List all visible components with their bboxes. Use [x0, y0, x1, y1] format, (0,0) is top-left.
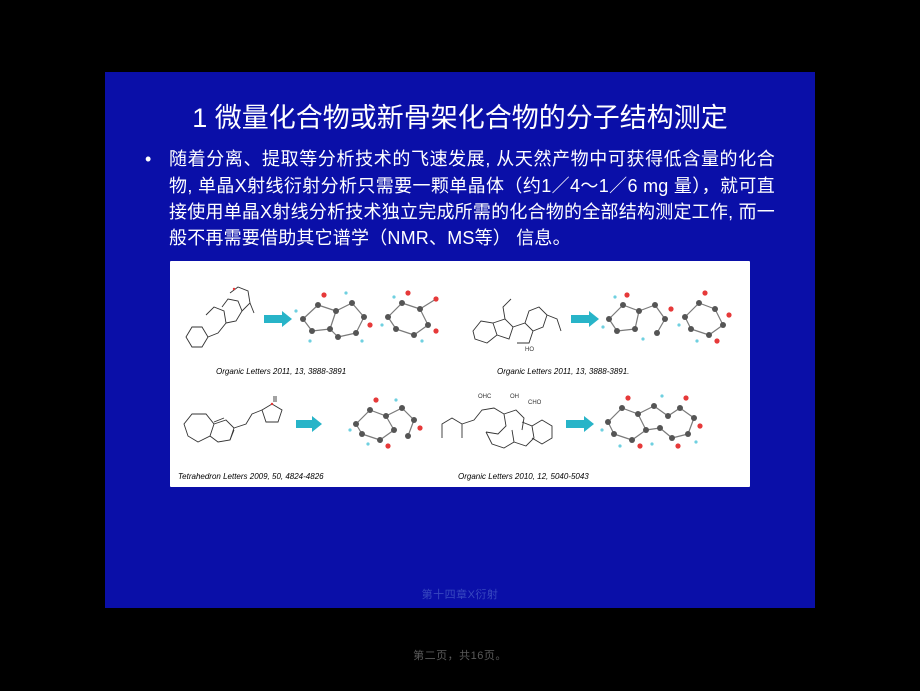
panel-bottom-left: Tetrahedron Letters 2009, 50, 4824-4826 [178, 374, 330, 479]
figure-caption: Organic Letters 2010, 12, 5040-5043 [458, 472, 589, 481]
molecule-diagram: HO [467, 269, 742, 365]
formula-label: HO [525, 347, 534, 353]
footer-hint-inner: 第十四章X衍射 [422, 586, 499, 602]
arrow-icon [264, 311, 292, 327]
arrow-icon [296, 416, 322, 432]
panel-bottom-right: OHC OH CHO [342, 374, 742, 479]
formula-label: OH [510, 394, 519, 400]
formula-label: CHO [528, 400, 542, 406]
molecule-diagram [178, 269, 453, 365]
figure-panel: Organic Letters 2011, 13, 3888-3891 HO [170, 261, 750, 487]
slide-body-row: • 随着分离、提取等分析技术的飞速发展, 从天然产物中可获得低含量的化合物, 单… [105, 144, 815, 250]
panel-top-left: Organic Letters 2011, 13, 3888-3891 [178, 269, 453, 374]
slide: 1 微量化合物或新骨架化合物的分子结构测定 • 随着分离、提取等分析技术的飞速发… [105, 72, 815, 608]
bullet-icon: • [145, 146, 169, 250]
panel-top-right: HO [467, 269, 742, 374]
arrow-icon [571, 311, 599, 327]
slide-title: 1 微量化合物或新骨架化合物的分子结构测定 [105, 72, 815, 144]
page-indicator: 第二页，共16页。 [413, 647, 507, 663]
arrow-icon [566, 416, 594, 432]
formula-label: OHC [478, 394, 492, 400]
slide-body: 随着分离、提取等分析技术的飞速发展, 从天然产物中可获得低含量的化合物, 单晶X… [169, 146, 775, 250]
figure-caption: Tetrahedron Letters 2009, 50, 4824-4826 [178, 472, 324, 481]
molecule-diagram [178, 374, 330, 470]
molecule-diagram: OHC OH CHO [342, 374, 742, 470]
